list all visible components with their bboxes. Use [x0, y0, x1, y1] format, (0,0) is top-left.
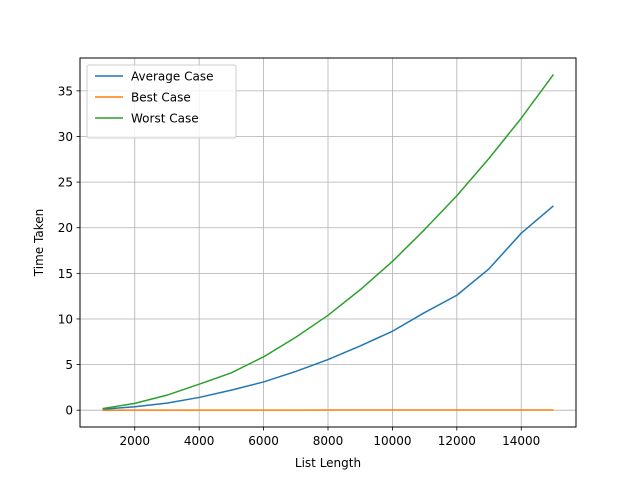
x-tick-label: 4000 — [184, 434, 215, 448]
x-tick-label: 14000 — [502, 434, 540, 448]
legend-label-best-case: Best Case — [131, 91, 191, 105]
legend: Average Case Best Case Worst Case — [86, 64, 237, 139]
y-tick-label: 25 — [58, 176, 73, 190]
x-tick-label: 2000 — [119, 434, 150, 448]
series-lines — [102, 73, 555, 411]
x-tick-label: 12000 — [438, 434, 476, 448]
x-axis-label: List Length — [295, 456, 361, 470]
y-tick-label: 5 — [65, 358, 73, 372]
x-tick-label: 8000 — [313, 434, 344, 448]
y-tick-label: 15 — [58, 267, 73, 281]
legend-box — [86, 64, 237, 139]
series-line-average-case — [102, 205, 554, 411]
legend-label-average-case: Average Case — [131, 70, 213, 84]
y-tick-label: 35 — [58, 84, 73, 98]
x-tick-label: 10000 — [373, 434, 411, 448]
axis-ticks: 2000 4000 6000 8000 10000 12000 14000 0 5 10 15 20 2… — [58, 84, 541, 448]
y-tick-label: 0 — [65, 404, 73, 418]
y-tick-label: 20 — [58, 221, 73, 235]
legend-label-worst-case: Worst Case — [131, 112, 199, 126]
y-tick-label: 30 — [58, 130, 73, 144]
y-tick-label: 10 — [58, 312, 73, 326]
y-axis-label: Time Taken — [32, 209, 46, 277]
x-tick-label: 6000 — [248, 434, 279, 448]
series-line-worst-case — [102, 73, 555, 410]
